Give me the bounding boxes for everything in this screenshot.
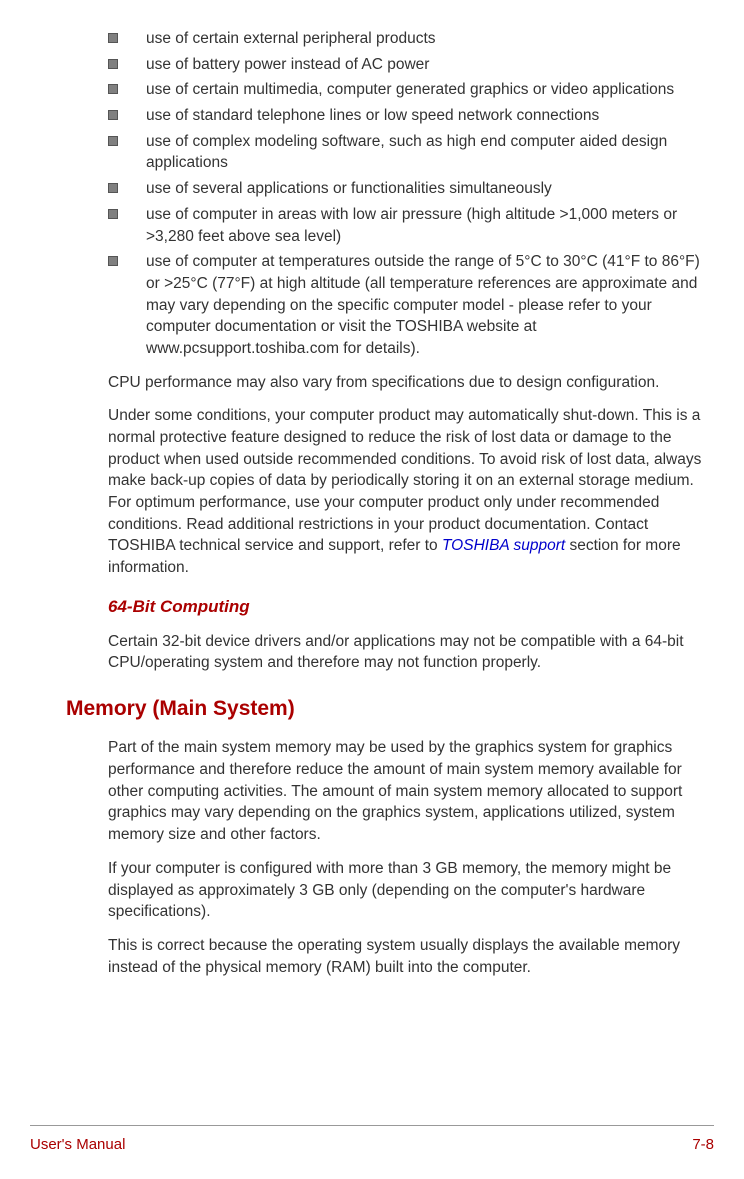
bullet-text: use of standard telephone lines or low s… — [146, 105, 704, 127]
page-number: 7-8 — [692, 1134, 714, 1155]
bullet-text: use of certain external peripheral produ… — [146, 28, 704, 50]
paragraph-memory1: Part of the main system memory may be us… — [108, 737, 704, 845]
paragraph-text-part1: Under some conditions, your computer pro… — [108, 407, 701, 554]
bullet-icon — [108, 256, 118, 266]
paragraph-memory2: If your computer is configured with more… — [108, 858, 704, 923]
list-item: use of several applications or functiona… — [108, 178, 704, 200]
bullet-icon — [108, 136, 118, 146]
paragraph-64bit: Certain 32-bit device drivers and/or app… — [108, 631, 704, 674]
bullet-icon — [108, 110, 118, 120]
list-item: use of computer at temperatures outside … — [108, 251, 704, 359]
paragraph-cpu-performance: CPU performance may also vary from speci… — [108, 372, 704, 394]
subheading-64bit: 64-Bit Computing — [108, 595, 704, 619]
toshiba-support-link[interactable]: TOSHIBA support — [442, 537, 565, 554]
footer-title: User's Manual — [30, 1134, 125, 1155]
list-item: use of complex modeling software, such a… — [108, 131, 704, 174]
paragraph-shutdown: Under some conditions, your computer pro… — [108, 405, 704, 579]
paragraph-memory3: This is correct because the operating sy… — [108, 935, 704, 978]
page-footer: User's Manual 7-8 — [30, 1125, 714, 1155]
bullet-text: use of computer at temperatures outside … — [146, 251, 704, 359]
bullet-text: use of complex modeling software, such a… — [146, 131, 704, 174]
bullet-text: use of battery power instead of AC power — [146, 54, 704, 76]
document-content: use of certain external peripheral produ… — [30, 28, 714, 978]
bullet-icon — [108, 183, 118, 193]
bullet-text: use of several applications or functiona… — [146, 178, 704, 200]
bullet-icon — [108, 33, 118, 43]
heading-memory: Memory (Main System) — [66, 694, 704, 723]
list-item: use of standard telephone lines or low s… — [108, 105, 704, 127]
list-item: use of certain external peripheral produ… — [108, 28, 704, 50]
list-item: use of computer in areas with low air pr… — [108, 204, 704, 247]
bullet-icon — [108, 209, 118, 219]
bullet-text: use of certain multimedia, computer gene… — [146, 79, 704, 101]
bullet-icon — [108, 59, 118, 69]
list-item: use of certain multimedia, computer gene… — [108, 79, 704, 101]
bullet-text: use of computer in areas with low air pr… — [146, 204, 704, 247]
bullet-list: use of certain external peripheral produ… — [108, 28, 704, 360]
bullet-icon — [108, 84, 118, 94]
list-item: use of battery power instead of AC power — [108, 54, 704, 76]
